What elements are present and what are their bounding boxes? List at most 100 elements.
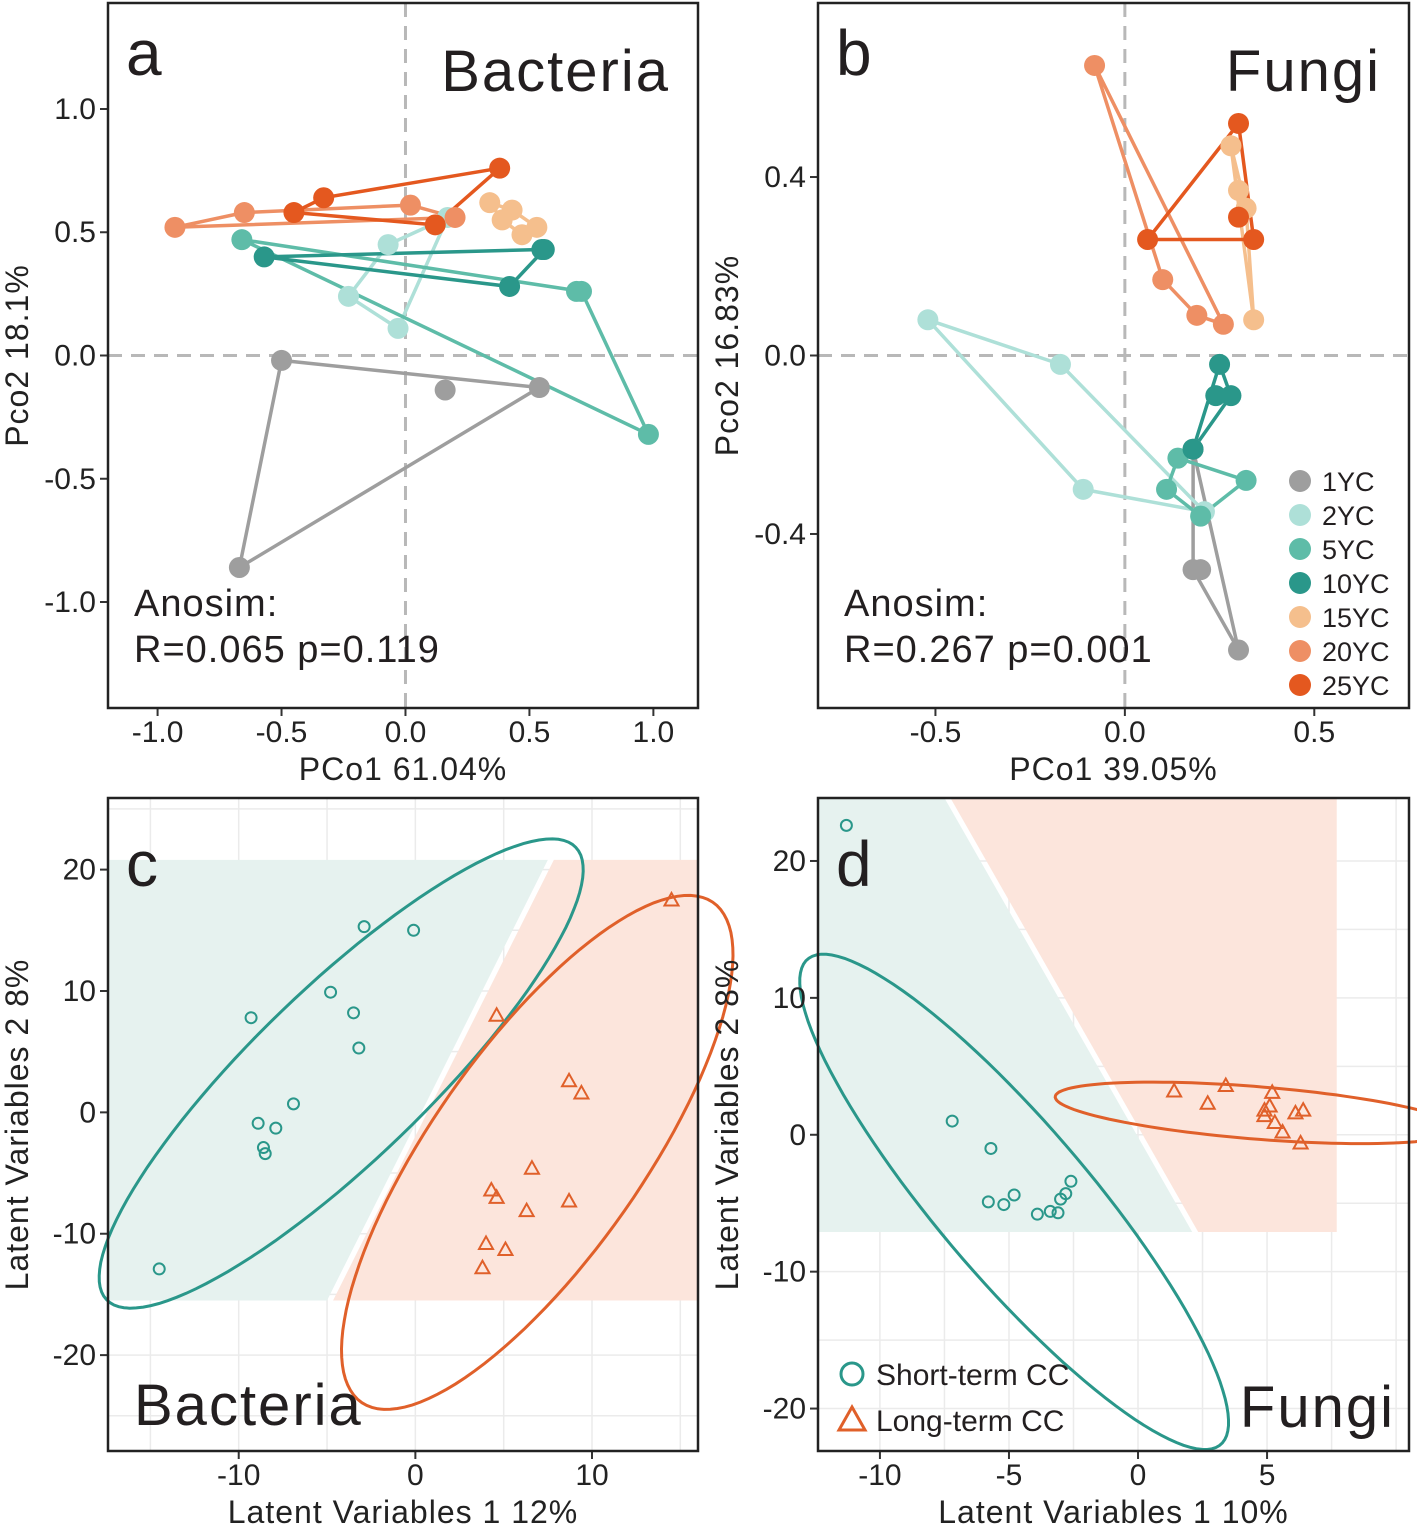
point-5YC: [1156, 478, 1178, 500]
point-10YC: [1220, 385, 1242, 407]
point-10YC: [1182, 438, 1204, 460]
point-short-term: [1059, 1187, 1073, 1201]
point-2YC: [387, 317, 409, 339]
point-long-term: [1217, 1076, 1235, 1092]
legend-label-25YC: 25YC: [1322, 671, 1390, 701]
region-short-term: [108, 859, 548, 1301]
y-tick-label: -10: [763, 1256, 806, 1289]
point-short-term: [269, 1121, 283, 1135]
hull-25YC: [1145, 121, 1256, 242]
point-long-term: [1255, 1101, 1274, 1117]
x-axis-title: PCo1 39.05%: [1009, 751, 1217, 787]
x-tick-label: -10: [858, 1459, 901, 1492]
y-tick-label: 10: [63, 975, 96, 1008]
x-tick-label: 0: [1130, 1459, 1147, 1492]
point-long-term: [1273, 1122, 1292, 1139]
panel-letter: c: [126, 828, 158, 900]
point-20YC: [1152, 269, 1174, 291]
plot-frame: [816, 796, 1411, 1453]
point-long-term: [1165, 1081, 1183, 1098]
point-short-term: [997, 1198, 1011, 1212]
hull-10YC: [1191, 362, 1233, 451]
point-short-term: [286, 1097, 300, 1111]
point-2YC: [337, 285, 359, 307]
point-short-term: [347, 1006, 361, 1020]
y-axis-title: Latent Variables 2 8%: [0, 959, 35, 1291]
point-short-term: [1064, 1174, 1078, 1188]
y-tick-label: -20: [53, 1339, 96, 1372]
point-long-term: [482, 1180, 501, 1197]
point-5YC: [570, 280, 592, 302]
legend-swatch-10YC: [1289, 572, 1311, 594]
point-20YC: [1186, 304, 1208, 326]
point-25YC: [283, 202, 305, 224]
point-2YC: [917, 309, 939, 331]
point-short-term: [1043, 1204, 1057, 1218]
point-long-term: [1291, 1133, 1310, 1150]
panel-a: -1.0 -0.5 0.0 0.5 1.0 -1.0 -0.5 0.0 0.5 1.0 PCo1 6…: [0, 1, 700, 787]
y-tick-label: 0.5: [54, 216, 96, 249]
point-2YC: [377, 234, 399, 256]
anosim-label: Anosim:: [134, 583, 278, 625]
point-long-term: [572, 1083, 591, 1100]
x-axis-title: Latent Variables 1 12%: [228, 1494, 579, 1530]
point-long-term: [560, 1071, 578, 1088]
point-short-term: [1007, 1188, 1021, 1202]
anosim-stats: R=0.267 p=0.001: [844, 629, 1153, 671]
legend-short-term-label: Short-term CC: [876, 1359, 1069, 1392]
panel-title: Fungi: [1226, 39, 1381, 104]
y-tick-label: -20: [763, 1393, 806, 1426]
point-short-term: [352, 1041, 366, 1055]
x-tick-label: 10: [575, 1459, 608, 1492]
point-25YC: [424, 214, 446, 236]
point-long-term: [1198, 1094, 1217, 1110]
hull-5YC: [240, 237, 651, 437]
point-long-term: [560, 1191, 578, 1208]
y-tick-label: 20: [773, 845, 806, 878]
point-short-term: [256, 1141, 270, 1155]
point-2YC: [1049, 353, 1071, 375]
plot-frame: [816, 1, 1411, 710]
point-10YC: [499, 275, 521, 297]
x-tick-label: 0.5: [1293, 716, 1335, 749]
point-25YC: [1243, 228, 1265, 250]
x-axis-title: Latent Variables 1 10%: [938, 1494, 1289, 1530]
y-tick-label: -0.5: [44, 463, 96, 496]
legend-label-1YC: 1YC: [1322, 467, 1375, 497]
point-short-term: [407, 923, 421, 937]
point-long-term: [662, 890, 681, 907]
y-tick-label: 10: [773, 982, 806, 1015]
legend-groups: 1YC 2YC 5YC 10YC 15YC 20YC 25YC: [1289, 467, 1390, 701]
x-tick-label: 0.5: [509, 716, 551, 749]
panel-d: -10 -5 0 5 -20 -10 0 10 20 Latent Variables 1 10%…: [709, 796, 1417, 1530]
point-25YC: [1228, 206, 1250, 228]
y-tick-label: -0.4: [754, 518, 806, 551]
legend-classes: Short-term CC Long-term CC: [836, 1359, 1069, 1438]
ellipse-long-term: [339, 893, 735, 1411]
x-tick-label: -0.5: [910, 716, 962, 749]
anosim-stats: R=0.065 p=0.119: [134, 629, 440, 671]
y-tick-label: 0.0: [54, 340, 96, 373]
point-1YC: [228, 556, 250, 578]
legend-label-10YC: 10YC: [1322, 569, 1390, 599]
x-axis-title: PCo1 61.04%: [299, 751, 507, 787]
point-short-term: [251, 1116, 265, 1130]
point-short-term: [984, 1141, 998, 1155]
point-15YC: [1228, 179, 1250, 201]
point-short-term: [1051, 1206, 1065, 1220]
legend-label-15YC: 15YC: [1322, 603, 1390, 633]
y-tick-label: 1.0: [54, 93, 96, 126]
ellipse-short-term: [97, 837, 585, 1310]
point-1YC: [1228, 639, 1250, 661]
legend-label-2YC: 2YC: [1322, 501, 1375, 531]
region-long-term: [333, 859, 698, 1301]
point-10YC: [533, 239, 555, 261]
plot-frame: [106, 796, 700, 1453]
panel-b: -0.5 0.0 0.5 -0.4 0.0 0.4 PCo1 39.05% Pco2 16.8…: [709, 1, 1411, 787]
point-long-term: [1266, 1113, 1284, 1129]
x-tick-label: 5: [1259, 1459, 1276, 1492]
point-25YC: [489, 157, 511, 179]
point-20YC: [1084, 54, 1106, 76]
panel-title: Bacteria: [134, 1373, 363, 1438]
